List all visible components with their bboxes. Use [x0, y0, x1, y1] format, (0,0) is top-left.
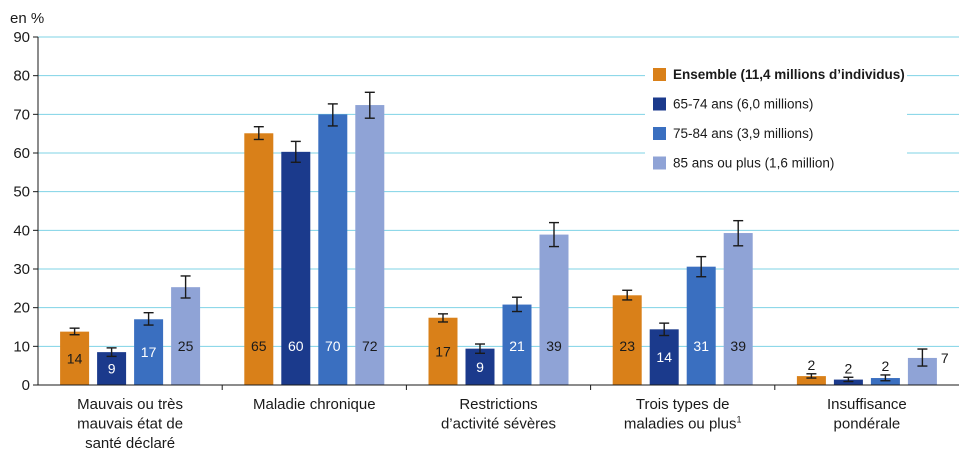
bar [612, 295, 642, 385]
category-label-line: d’activité sévères [441, 416, 556, 433]
category-label-line: Restrictions [459, 396, 537, 413]
category-label: Mauvais ou très mauvais état de santé décl… [77, 396, 183, 452]
bar [97, 352, 127, 385]
category-labels: Mauvais ou très mauvais état de santé décl… [77, 396, 907, 452]
category-label-line: Insuffisance [827, 396, 907, 413]
legend-swatch [653, 127, 666, 140]
bar [686, 266, 716, 385]
legend-label: 75-84 ans (3,9 millions) [673, 126, 813, 141]
data-label: 17 [141, 344, 157, 360]
y-tick-label: 20 [13, 300, 30, 317]
data-label: 21 [509, 338, 525, 354]
data-label: 60 [288, 338, 304, 354]
data-label: 65 [251, 338, 267, 354]
legend-swatch [653, 97, 666, 111]
x-axis-ticks [221, 385, 776, 390]
y-tick-label: 90 [13, 29, 30, 46]
data-label: 9 [476, 359, 484, 375]
bars [60, 105, 937, 385]
legend-background [645, 60, 907, 178]
bar [355, 105, 385, 385]
y-tick-label: 60 [13, 145, 30, 162]
footnote-marker: 1 [736, 415, 741, 425]
bar [539, 234, 569, 385]
category-label: Insuffisance pondérale [827, 396, 907, 433]
data-label: 14 [67, 350, 83, 366]
data-label: 2 [882, 358, 890, 374]
bar [833, 379, 863, 385]
y-tick-label: 70 [13, 106, 30, 123]
y-tick-label: 10 [13, 338, 30, 355]
data-label: 25 [178, 338, 194, 354]
data-label: 9 [108, 361, 116, 377]
data-label: 72 [362, 338, 378, 354]
data-labels: 14 9 17 25 65 60 70 72 17 9 21 39 23 14 31 39 2 2 2 7 [67, 338, 949, 377]
category-label-line: Mauvais ou très [77, 396, 183, 413]
legend-label: Ensemble (11,4 millions d’individus) [673, 67, 905, 82]
data-label: 2 [808, 357, 816, 373]
category-label-line: Maladie chronique [253, 396, 376, 413]
bar [171, 287, 201, 385]
data-label: 23 [619, 338, 635, 354]
y-tick-label: 40 [13, 222, 30, 239]
legend-swatch [653, 68, 666, 81]
bar [465, 348, 495, 385]
data-label: 39 [546, 338, 562, 354]
legend-label: 85 ans ou plus (1,6 million) [673, 156, 834, 171]
category-label: Restrictions d’activité sévères [441, 396, 556, 433]
category-label-line: Trois types de [636, 396, 730, 413]
y-axis-ticks: 0 10 20 30 40 50 60 70 80 90 [13, 29, 38, 394]
bar [134, 319, 164, 385]
category-label-line: pondérale [834, 416, 901, 433]
y-tick-label: 30 [13, 261, 30, 278]
bar [796, 376, 826, 385]
bar [502, 304, 532, 385]
data-label: 70 [325, 338, 341, 354]
legend-swatch [653, 156, 666, 170]
y-tick-label: 0 [22, 377, 30, 394]
bar [281, 151, 311, 385]
legend: Ensemble (11,4 millions d’individus) 65-7… [645, 60, 907, 178]
bar [870, 378, 900, 385]
error-bars [69, 91, 928, 383]
data-label: 39 [730, 338, 746, 354]
data-label: 31 [693, 338, 709, 354]
data-label: 2 [845, 360, 853, 376]
bar [428, 317, 458, 385]
category-label-line: maladies ou plus [624, 416, 737, 433]
y-unit-label: en % [10, 10, 44, 27]
category-label: Trois types de maladies ou plus1 [624, 396, 742, 433]
category-label: Maladie chronique [253, 396, 376, 413]
bar [649, 329, 679, 385]
legend-label: 65-74 ans (6,0 millions) [673, 97, 813, 112]
data-label: 14 [656, 349, 672, 365]
bar [60, 331, 90, 385]
category-label-line: mauvais état de [77, 416, 183, 433]
data-label: 7 [941, 350, 949, 366]
bar [723, 233, 753, 385]
category-label-line: santé déclaré [85, 435, 175, 452]
data-label: 17 [435, 343, 451, 359]
y-tick-label: 80 [13, 68, 30, 85]
bar [318, 114, 348, 385]
y-tick-label: 50 [13, 184, 30, 201]
bar [244, 133, 274, 385]
